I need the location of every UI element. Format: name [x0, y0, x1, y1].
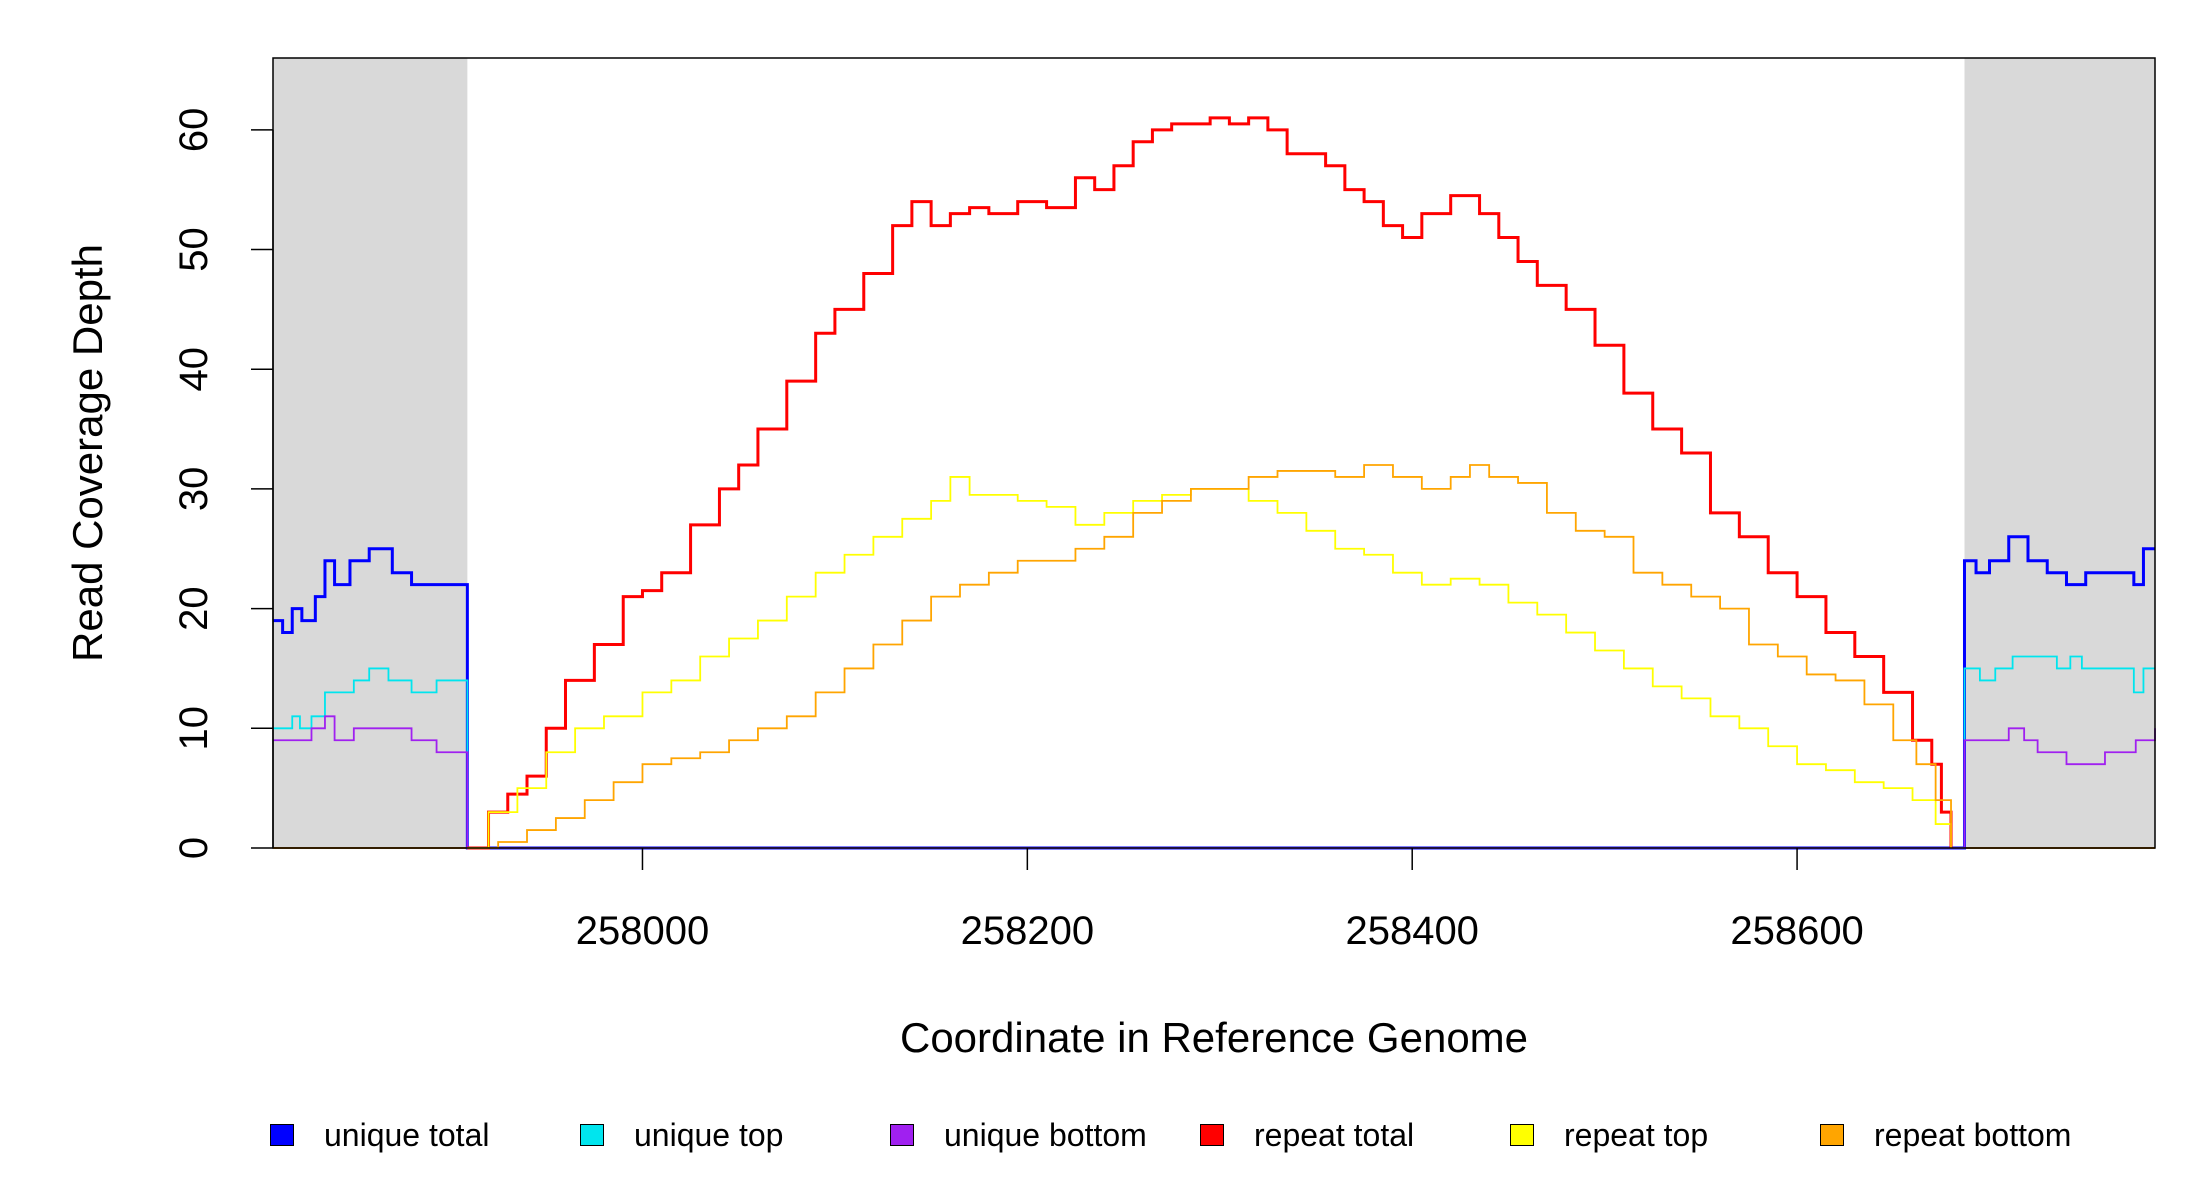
- y-tick-label: 0: [172, 837, 216, 859]
- legend-item: unique top: [580, 1110, 783, 1160]
- legend-swatch: [270, 1124, 294, 1146]
- legend-label: unique total: [324, 1116, 490, 1153]
- x-tick-label: 258000: [576, 909, 709, 953]
- y-tick-label: 30: [172, 467, 216, 512]
- series-line-unique-total: [273, 535, 2155, 850]
- y-tick-label: 20: [172, 586, 216, 631]
- series-lines: [273, 116, 2156, 850]
- series-line-repeat-bottom: [467, 464, 1952, 849]
- legend-swatch: [580, 1124, 604, 1146]
- x-tick-label: 258400: [1345, 909, 1478, 953]
- x-axis-label: Coordinate in Reference Genome: [900, 1014, 1528, 1061]
- legend-label: unique bottom: [944, 1116, 1147, 1153]
- legend-item: repeat bottom: [1820, 1110, 2071, 1160]
- x-tick-label: 258200: [961, 909, 1094, 953]
- legend-label: repeat bottom: [1874, 1116, 2072, 1153]
- legend: unique total unique top unique bottom repea…: [0, 1110, 2200, 1160]
- legend-swatch: [1820, 1124, 1844, 1146]
- legend-label: repeat top: [1564, 1116, 1709, 1153]
- y-tick-label: 10: [172, 706, 216, 751]
- legend-item: repeat total: [1200, 1110, 1414, 1160]
- legend-item: unique total: [270, 1110, 489, 1160]
- y-axis-label: Read Coverage Depth: [64, 244, 111, 662]
- legend-item: unique bottom: [890, 1110, 1147, 1160]
- legend-label: unique top: [634, 1116, 784, 1153]
- series-line-repeat-total: [467, 116, 1953, 850]
- x-tick-label: 258600: [1730, 909, 1863, 953]
- shaded-region-1: [1964, 58, 2155, 848]
- legend-swatch: [890, 1124, 914, 1146]
- shaded-region-0: [273, 58, 468, 848]
- y-tick-label: 50: [172, 227, 216, 271]
- shaded-regions: [273, 58, 2155, 848]
- y-tick-label: 60: [172, 108, 216, 153]
- legend-item: repeat top: [1510, 1110, 1708, 1160]
- x-axis: 258000 258200 258400 258600: [576, 848, 1864, 953]
- y-axis: 0 10 20 30 40 50 60: [172, 108, 274, 859]
- legend-swatch: [1510, 1124, 1534, 1146]
- legend-swatch: [1200, 1124, 1224, 1146]
- y-tick-label: 40: [172, 347, 216, 392]
- legend-label: repeat total: [1254, 1116, 1415, 1153]
